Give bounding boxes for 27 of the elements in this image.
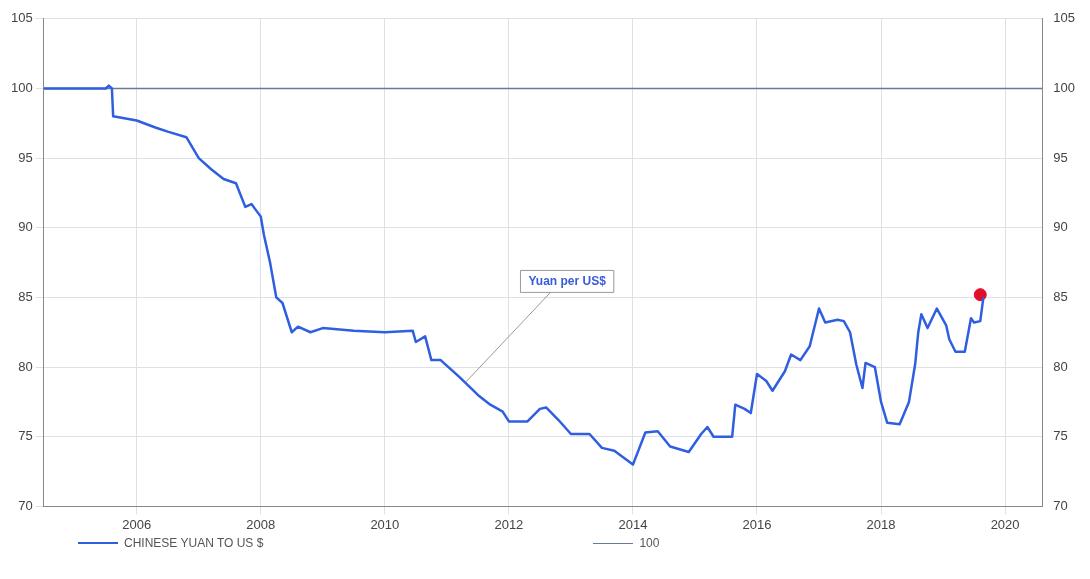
y-tick-label: 100 bbox=[10, 80, 33, 96]
x-tick-label: 2008 bbox=[246, 516, 276, 532]
y2-tick-label: 75 bbox=[1053, 428, 1068, 444]
y2-tick-label: 85 bbox=[1053, 289, 1068, 305]
legend-label: 100 bbox=[639, 536, 660, 550]
y-tick-label: 85 bbox=[18, 289, 33, 305]
x-tick-label: 2010 bbox=[370, 516, 400, 532]
y-tick-label: 80 bbox=[18, 358, 33, 374]
x-tick-label: 2020 bbox=[990, 516, 1020, 532]
y-tick-label: 75 bbox=[18, 428, 33, 444]
y-tick-label: 90 bbox=[18, 219, 33, 235]
y2-tick-label: 105 bbox=[1053, 10, 1076, 26]
y2-tick-label: 80 bbox=[1053, 358, 1068, 374]
annotation: Yuan per US$ bbox=[528, 273, 607, 288]
y-tick-label: 70 bbox=[18, 497, 33, 513]
x-tick-label: 2006 bbox=[122, 516, 152, 532]
y2-tick-label: 70 bbox=[1053, 497, 1068, 513]
y2-tick-label: 90 bbox=[1053, 219, 1068, 235]
x-tick-label: 2012 bbox=[494, 516, 524, 532]
y-tick-label: 105 bbox=[10, 10, 33, 26]
y2-tick-label: 100 bbox=[1053, 80, 1076, 96]
legend-label: CHINESE YUAN TO US $ bbox=[124, 536, 264, 550]
y-tick-label: 95 bbox=[18, 149, 33, 165]
y2-tick-label: 95 bbox=[1053, 149, 1068, 165]
x-tick-label: 2014 bbox=[618, 516, 648, 532]
x-tick-label: 2018 bbox=[866, 516, 896, 532]
x-tick-label: 2016 bbox=[742, 516, 772, 532]
